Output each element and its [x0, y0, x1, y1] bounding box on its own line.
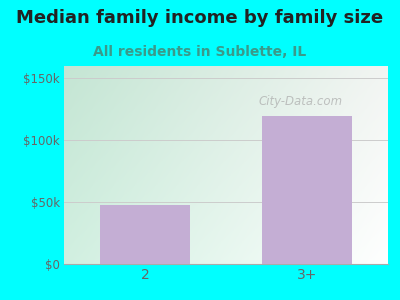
- Text: City-Data.com: City-Data.com: [258, 95, 342, 108]
- Text: Median family income by family size: Median family income by family size: [16, 9, 384, 27]
- Text: All residents in Sublette, IL: All residents in Sublette, IL: [93, 45, 307, 59]
- Bar: [262, 116, 352, 264]
- Bar: [100, 205, 190, 264]
